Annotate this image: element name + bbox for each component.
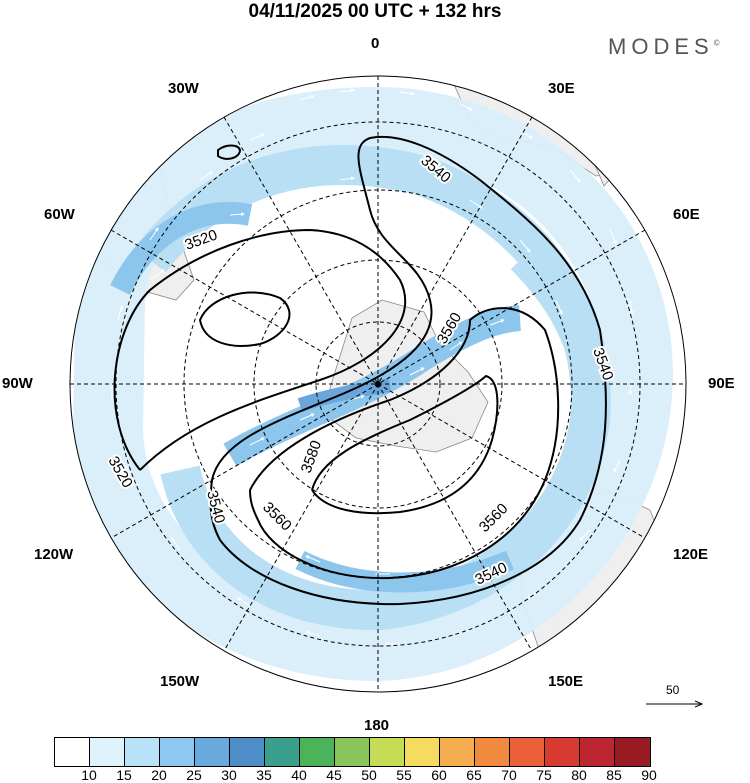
colorbar-box [510,738,545,766]
lon-label-150e: 150E [548,673,584,690]
lon-label-150w: 150W [160,673,200,690]
colorbar-labels: 10 15 20 25 30 35 40 45 50 55 60 65 70 75 80 85 90 [0,767,750,783]
colorbar [54,737,651,767]
contour-label: 3580 [298,438,325,475]
colorbar-box [545,738,580,766]
colorbar-box [335,738,370,766]
wind-speed-shading [72,86,674,682]
colorbar-box [615,738,650,766]
colorbar-box [160,738,195,766]
height-contours [113,135,607,606]
lon-label-30w: 30W [168,80,199,97]
lon-label-0: 0 [371,35,380,52]
colorbar-box [195,738,230,766]
south-pole-marker [375,381,381,387]
brand-name: MODES [608,34,714,59]
lon-label-90e: 90E [708,375,735,392]
colorbar-tick-label: 25 [186,767,202,783]
lon-label-30e: 30E [548,80,575,97]
reference-vector-arrow [646,680,720,710]
contour-3540 [209,135,607,606]
colorbar-box [125,738,160,766]
contour-3520-small [217,144,242,160]
jet-core-1 [110,201,253,296]
jet-band-inner [134,145,611,631]
colorbar-tick-label: 60 [431,767,447,783]
colorbar-box [230,738,265,766]
lon-label-60e: 60E [673,206,700,223]
colorbar-box [265,738,300,766]
colorbar-tick-label: 20 [151,767,167,783]
contour-3580 [311,374,499,515]
map-title: 04/11/2025 00 UTC + 132 hrs [248,1,502,22]
colorbar-box [300,738,335,766]
colorbar-tick-label: 40 [291,767,307,783]
colorbar-tick-label: 90 [641,767,657,783]
colorbar-box [580,738,615,766]
colorbar-tick-label: 55 [396,767,412,783]
contour-label: 3560 [259,499,295,535]
colorbar-tick-label: 65 [466,767,482,783]
jet-core-5 [510,250,598,382]
lon-label-180: 180 [364,717,390,734]
reference-vector-label: 50 [666,683,680,697]
colorbar-tick-label: 50 [361,767,377,783]
colorbar-box [405,738,440,766]
lon-label-120e: 120E [673,546,709,563]
jet-band-outer [72,86,674,682]
contour-3560 [249,307,560,580]
copyright-mark: © [713,38,720,48]
brand-logo: MODES© [608,34,720,60]
colorbar-tick-label: 30 [221,767,237,783]
colorbar-tick-label: 10 [81,767,97,783]
colorbar-tick-label: 15 [116,767,132,783]
colorbar-tick-label: 85 [606,767,622,783]
colorbar-box [440,738,475,766]
lon-label-90w: 90W [2,375,33,392]
map-border [69,75,687,693]
contour-3520 [113,228,407,471]
colorbar-box [370,738,405,766]
colorbar-tick-label: 35 [256,767,272,783]
colorbar-tick-label: 45 [326,767,342,783]
colorbar-box [475,738,510,766]
contour-3520-low [198,291,291,347]
colorbar-tick-label: 70 [501,767,517,783]
colorbar-tick-label: 80 [571,767,587,783]
colorbar-box [55,738,90,766]
colorbar-tick-label: 75 [536,767,552,783]
contour-label: 3560 [476,500,512,536]
colorbar-box [90,738,125,766]
lon-label-120w: 120W [34,546,74,563]
lon-label-60w: 60W [44,206,75,223]
wind-vectors [110,88,634,646]
